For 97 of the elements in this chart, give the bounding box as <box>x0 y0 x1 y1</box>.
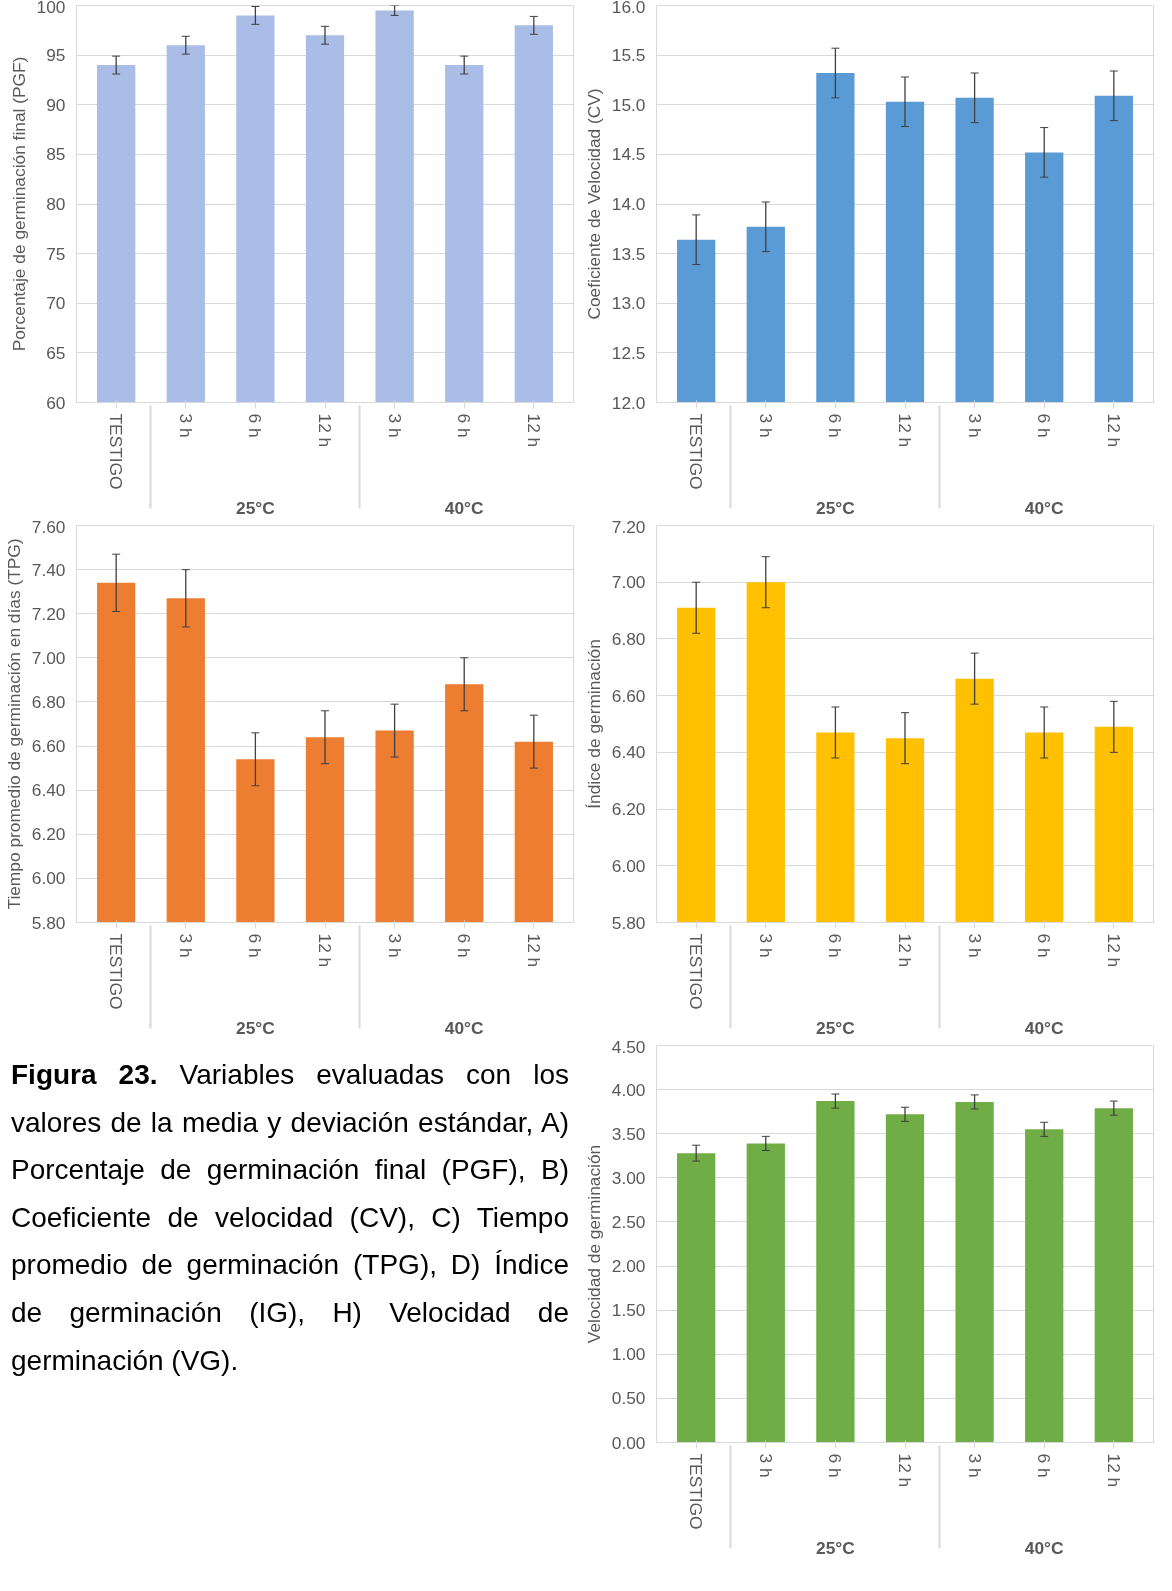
y-tick-label: 90 <box>46 94 66 115</box>
x-tick-label: 3 h <box>755 1453 776 1478</box>
y-tick-label: 75 <box>46 243 66 264</box>
x-tick-label: TESTIGO <box>686 1453 707 1530</box>
y-axis-title: Índice de germinación <box>583 639 604 809</box>
text: 40°C <box>444 1017 485 1038</box>
text: 25°C <box>816 497 856 518</box>
y-tick-label: 2.00 <box>611 1256 646 1277</box>
y-tick-label: 7.20 <box>611 516 646 537</box>
x-tick-label: 6 h <box>825 1453 846 1478</box>
x-tick-label: 12 h <box>523 413 544 448</box>
y-tick-label: 1.00 <box>611 1344 646 1365</box>
y-tick-label: 95 <box>46 45 66 66</box>
y-tick-label: 7.60 <box>31 516 66 537</box>
x-tick-label: 6 h <box>1034 1453 1055 1478</box>
x-tick-label: 6 h <box>245 413 266 438</box>
x-tick-label: 6 h <box>825 413 846 438</box>
x-tick-label: 12 h <box>895 1453 915 1488</box>
text: 25°C <box>236 497 276 518</box>
text: Figura 23. <box>11 1059 158 1090</box>
y-tick-label: 15.5 <box>611 45 646 66</box>
y-tick-label: 14.0 <box>611 194 646 214</box>
y-tick-label: 100 <box>36 0 66 17</box>
y-tick-label: 6.20 <box>31 824 66 845</box>
y-tick-label: 15.0 <box>611 94 646 115</box>
y-tick-label: 6.20 <box>611 799 646 820</box>
x-tick-label: 3 h <box>755 413 776 438</box>
x-tick-label: 3 h <box>964 413 985 438</box>
x-tick-label: TESTIGO <box>106 413 127 490</box>
y-tick-label: 12.0 <box>611 392 646 413</box>
y-tick-label: 4.00 <box>611 1079 646 1100</box>
x-tick-label: 6 h <box>245 933 266 958</box>
x-tick-label: TESTIGO <box>686 933 707 1010</box>
y-tick-label: 6.60 <box>31 736 66 757</box>
x-tick-label: 12 h <box>895 413 915 448</box>
x-tick-label: 3 h <box>964 1453 985 1478</box>
x-tick-label: 3 h <box>964 933 985 958</box>
y-axis-title: Porcentaje de germinación final (PGF) <box>8 56 29 352</box>
text: 40°C <box>1024 497 1065 518</box>
y-tick-label: 6.60 <box>611 685 646 706</box>
y-tick-label: 16.0 <box>611 0 646 17</box>
y-tick-label: 5.80 <box>611 912 646 933</box>
y-tick-label: 2.50 <box>611 1211 646 1232</box>
x-tick-label: 3 h <box>175 933 196 958</box>
x-tick-label: 3 h <box>175 413 196 438</box>
x-tick-label: 6 h <box>1034 413 1055 438</box>
x-tick-label: 6 h <box>454 413 475 438</box>
y-tick-label: 5.80 <box>31 912 66 933</box>
text: 25°C <box>816 1537 856 1558</box>
text: 25°C <box>816 1017 856 1038</box>
text: 25°C <box>236 1017 276 1038</box>
y-tick-label: 12.5 <box>611 342 646 363</box>
x-tick-label: 3 h <box>384 413 405 438</box>
y-axis-title: Tiempo promedio de germinación en días (TPG) <box>3 538 24 910</box>
y-tick-label: 7.20 <box>31 603 66 624</box>
x-tick-label: 6 h <box>825 933 846 958</box>
x-tick-label: 12 h <box>315 413 335 448</box>
x-tick-label: 12 h <box>315 933 335 968</box>
y-tick-label: 0.50 <box>611 1388 646 1409</box>
y-tick-label: 13.0 <box>611 293 646 314</box>
y-tick-label: 14.5 <box>611 144 646 165</box>
y-tick-label: 13.5 <box>611 243 646 264</box>
x-tick-label: 12 h <box>523 933 544 968</box>
x-tick-label: 12 h <box>1103 413 1124 448</box>
x-tick-label: TESTIGO <box>106 933 127 1010</box>
y-tick-label: 70 <box>46 293 66 314</box>
y-axis-title: Coeficiente de Velocidad (CV) <box>583 88 604 320</box>
y-tick-label: 6.00 <box>611 855 646 876</box>
y-tick-label: 7.40 <box>31 559 66 580</box>
y-tick-label: 6.40 <box>611 742 646 763</box>
y-tick-label: 0.00 <box>611 1432 646 1453</box>
y-tick-label: 7.00 <box>31 647 66 668</box>
x-tick-label: TESTIGO <box>686 413 707 490</box>
y-tick-label: 6.80 <box>611 628 646 649</box>
x-tick-label: 6 h <box>454 933 475 958</box>
text: 40°C <box>1024 1017 1065 1038</box>
x-tick-label: 12 h <box>895 933 915 968</box>
y-tick-label: 3.50 <box>611 1123 646 1144</box>
y-tick-label: 80 <box>46 194 66 214</box>
y-axis-title: Velocidad de germinación <box>583 1144 604 1344</box>
y-tick-label: 85 <box>46 144 66 165</box>
y-tick-label: 1.50 <box>611 1300 646 1321</box>
y-tick-label: 65 <box>46 342 66 363</box>
y-tick-label: 6.40 <box>31 780 66 801</box>
text: 40°C <box>1024 1537 1065 1558</box>
x-tick-label: 3 h <box>755 933 776 958</box>
x-tick-label: 3 h <box>384 933 405 958</box>
x-tick-label: 12 h <box>1103 1453 1124 1488</box>
y-tick-label: 6.00 <box>31 868 66 889</box>
x-tick-label: 6 h <box>1034 933 1055 958</box>
y-tick-label: 6.80 <box>31 691 66 712</box>
x-tick-label: 12 h <box>1103 933 1124 968</box>
y-tick-label: 7.00 <box>611 572 646 593</box>
y-tick-label: 4.50 <box>611 1036 646 1057</box>
y-tick-label: 3.00 <box>611 1167 646 1188</box>
text: 40°C <box>444 497 485 518</box>
y-tick-label: 60 <box>46 392 66 413</box>
